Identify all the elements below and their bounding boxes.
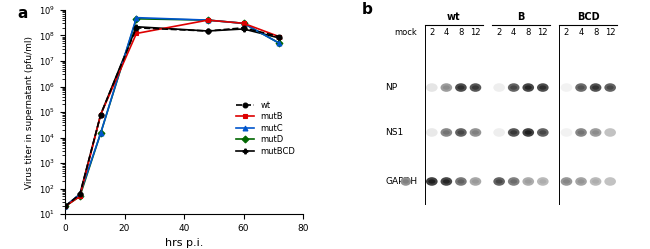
Ellipse shape — [493, 83, 505, 92]
Ellipse shape — [561, 128, 572, 137]
Ellipse shape — [578, 85, 584, 90]
Text: 4: 4 — [444, 28, 449, 37]
Text: a: a — [18, 6, 28, 21]
Ellipse shape — [428, 179, 436, 184]
Ellipse shape — [470, 128, 481, 137]
Ellipse shape — [604, 128, 616, 137]
Text: 4: 4 — [511, 28, 516, 37]
Text: GAPDH: GAPDH — [385, 177, 417, 186]
Ellipse shape — [540, 130, 546, 135]
Ellipse shape — [590, 177, 601, 186]
Ellipse shape — [540, 179, 546, 184]
Ellipse shape — [523, 128, 534, 137]
Ellipse shape — [537, 128, 549, 137]
Ellipse shape — [470, 83, 481, 92]
Text: 2: 2 — [497, 28, 502, 37]
Ellipse shape — [441, 83, 452, 92]
Ellipse shape — [575, 83, 587, 92]
Ellipse shape — [441, 128, 452, 137]
Text: mock: mock — [395, 28, 417, 37]
Ellipse shape — [443, 85, 450, 90]
Text: 12: 12 — [470, 28, 481, 37]
Ellipse shape — [537, 177, 549, 186]
Ellipse shape — [590, 83, 601, 92]
Ellipse shape — [561, 177, 572, 186]
Ellipse shape — [400, 177, 411, 186]
Ellipse shape — [525, 179, 532, 184]
Text: 12: 12 — [605, 28, 616, 37]
Ellipse shape — [426, 128, 437, 137]
Text: BCD: BCD — [577, 12, 600, 22]
Ellipse shape — [578, 130, 584, 135]
Text: 12: 12 — [538, 28, 548, 37]
Text: 2: 2 — [564, 28, 569, 37]
Text: b: b — [362, 2, 373, 17]
Ellipse shape — [493, 177, 505, 186]
Ellipse shape — [578, 179, 584, 184]
Legend: wt, mutB, mutC, mutD, mutBCD: wt, mutB, mutC, mutD, mutBCD — [232, 98, 299, 159]
Ellipse shape — [592, 85, 599, 90]
X-axis label: hrs p.i.: hrs p.i. — [165, 239, 203, 249]
Ellipse shape — [525, 85, 532, 90]
Ellipse shape — [575, 128, 587, 137]
Ellipse shape — [455, 128, 467, 137]
Ellipse shape — [458, 130, 464, 135]
Text: 8: 8 — [593, 28, 598, 37]
Ellipse shape — [508, 83, 519, 92]
Text: 4: 4 — [578, 28, 584, 37]
Ellipse shape — [470, 177, 481, 186]
Ellipse shape — [402, 179, 409, 184]
Ellipse shape — [510, 179, 517, 184]
Ellipse shape — [590, 128, 601, 137]
Text: 8: 8 — [458, 28, 463, 37]
Ellipse shape — [458, 85, 464, 90]
Ellipse shape — [510, 85, 517, 90]
Ellipse shape — [592, 179, 599, 184]
Ellipse shape — [604, 83, 616, 92]
Ellipse shape — [508, 128, 519, 137]
Ellipse shape — [472, 179, 479, 184]
Ellipse shape — [604, 177, 616, 186]
Ellipse shape — [443, 179, 450, 184]
Ellipse shape — [493, 128, 505, 137]
Text: NS1: NS1 — [385, 128, 404, 137]
Text: 8: 8 — [526, 28, 531, 37]
Ellipse shape — [563, 179, 570, 184]
Ellipse shape — [540, 85, 546, 90]
Ellipse shape — [441, 177, 452, 186]
Text: wt: wt — [447, 12, 460, 22]
Ellipse shape — [455, 83, 467, 92]
Ellipse shape — [525, 130, 532, 135]
Ellipse shape — [443, 130, 450, 135]
Ellipse shape — [508, 177, 519, 186]
Text: 2: 2 — [429, 28, 434, 37]
Text: NP: NP — [385, 83, 398, 92]
Y-axis label: Virus titer in supernatant (pfu/ml): Virus titer in supernatant (pfu/ml) — [25, 36, 34, 188]
Ellipse shape — [575, 177, 587, 186]
Ellipse shape — [458, 179, 464, 184]
Ellipse shape — [523, 83, 534, 92]
Ellipse shape — [472, 85, 479, 90]
Ellipse shape — [561, 83, 572, 92]
Ellipse shape — [426, 83, 437, 92]
Text: B: B — [517, 12, 525, 22]
Ellipse shape — [606, 85, 614, 90]
Ellipse shape — [472, 130, 479, 135]
Ellipse shape — [592, 130, 599, 135]
Ellipse shape — [523, 177, 534, 186]
Ellipse shape — [496, 179, 502, 184]
Ellipse shape — [426, 177, 437, 186]
Ellipse shape — [510, 130, 517, 135]
Ellipse shape — [455, 177, 467, 186]
Ellipse shape — [537, 83, 549, 92]
